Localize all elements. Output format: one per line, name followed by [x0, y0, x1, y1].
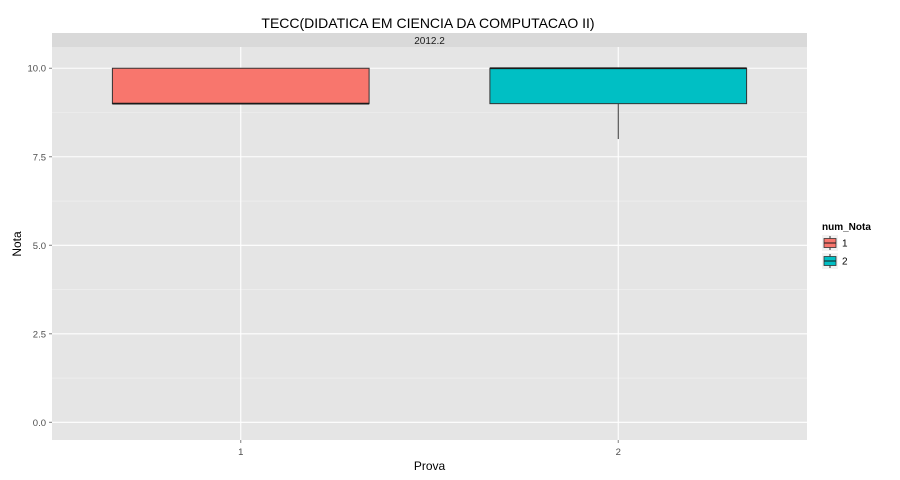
chart-title: TECC(DIDATICA EM CIENCIA DA COMPUTACAO I…: [261, 15, 594, 31]
y-tick-label: 7.5: [33, 152, 46, 163]
box-body: [489, 67, 748, 105]
y-axis-title: Nota: [10, 231, 24, 257]
legend: num_Nota 1 2: [822, 222, 871, 269]
y-tick-label: 5.0: [33, 241, 46, 252]
y-axis: 0.0 2.5 5.0 7.5 10.0: [28, 64, 52, 429]
boxplot-layer: [111, 67, 748, 140]
y-tick-label: 2.5: [33, 329, 46, 340]
y-tick-label: 0.0: [33, 418, 46, 429]
legend-label: 2: [842, 257, 848, 268]
box-body: [111, 67, 370, 105]
legend-title: num_Nota: [822, 222, 871, 233]
x-tick-label: 1: [238, 447, 243, 458]
legend-key-2: 2: [822, 253, 848, 269]
y-tick-label: 10.0: [28, 64, 47, 75]
facet-strip: [52, 33, 807, 47]
x-axis-title: Prova: [414, 459, 446, 473]
box-2: [489, 67, 748, 140]
facet-label: 2012.2: [414, 36, 445, 47]
legend-label: 1: [842, 239, 848, 250]
box-1: [111, 67, 370, 105]
legend-key-1: 1: [822, 235, 848, 251]
plot-panel: [52, 47, 807, 440]
x-tick-label: 2: [616, 447, 621, 458]
